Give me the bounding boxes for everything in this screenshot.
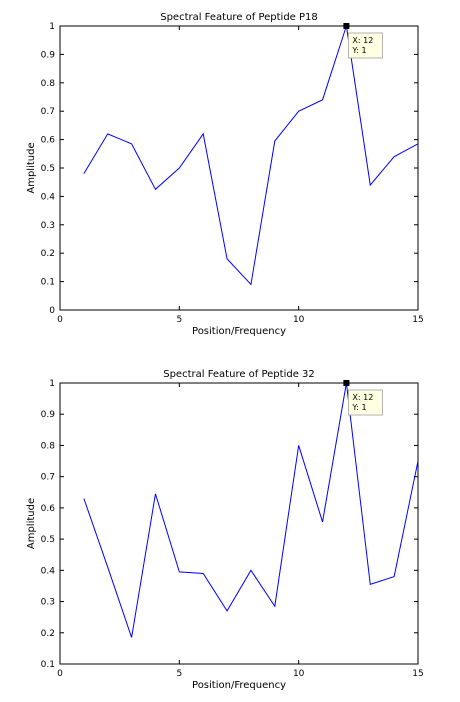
chart1-y-tick-label: 0.9	[41, 50, 56, 60]
chart1-y-tick-label: 0.2	[41, 249, 55, 259]
chart2-datatip-marker	[343, 380, 350, 386]
chart2-series-line-1	[83, 382, 419, 638]
chart1-y-tick-label: 0.8	[41, 79, 56, 89]
chart1-y-tick-label: 1	[49, 22, 55, 32]
chart2-y-tick-label: 0.6	[41, 504, 56, 514]
chart1-x-tick-label: 5	[176, 315, 182, 325]
chart1-datatip-marker	[343, 23, 350, 29]
chart2-y-tick-label: 0.7	[41, 473, 55, 483]
chart2-title: Spectral Feature of Peptide 32	[163, 369, 315, 380]
chart1-x-tick-label: 0	[57, 315, 63, 325]
chart2-y-tick-label: 0.1	[41, 660, 55, 670]
chart2-datatip-box	[347, 389, 383, 416]
chart1-datatip-y: Y: 1	[351, 46, 366, 55]
chart1-x-tick-label: 10	[293, 315, 305, 325]
chart2-y-tick-label: 0.3	[41, 598, 55, 608]
chart2-x-tick-label: 5	[176, 669, 182, 679]
chart1-datatip-box	[347, 32, 383, 59]
chart1-y-tick-label: 0.3	[41, 221, 55, 231]
chart1-x-tick-label: 15	[412, 315, 423, 325]
chart2-x-tick-label: 0	[57, 669, 63, 679]
chart1-plot-area	[59, 25, 419, 311]
chart2-y-tick-label: 1	[49, 379, 55, 389]
chart1-y-tick-label: 0.1	[41, 278, 55, 288]
chart2-datatip-y: Y: 1	[351, 403, 366, 412]
chart1-y-tick-label: 0.7	[41, 107, 55, 117]
chart2-y-tick-label: 0.4	[41, 566, 56, 576]
chart2-x-tick-label: 10	[293, 669, 305, 679]
chart2-plot-area	[59, 382, 419, 665]
chart1-series-line-1	[83, 25, 419, 286]
chart1-title: Spectral Feature of Peptide P18	[160, 12, 318, 23]
chart1-y-tick-label: 0.5	[41, 164, 55, 174]
chart2-y-tick-label: 0.9	[41, 410, 56, 420]
chart1-datatip-x: X: 12	[352, 36, 373, 45]
chart2-y-axis-label: Amplitude	[26, 498, 37, 549]
chart2-y-tick-label: 0.2	[41, 629, 55, 639]
chart2-y-tick-label: 0.8	[41, 441, 56, 451]
chart1-y-tick-label: 0.6	[41, 136, 56, 146]
chart1-x-axis-label: Position/Frequency	[192, 326, 286, 337]
chart1-y-tick-label: 0	[49, 306, 55, 316]
chart2-datatip-x: X: 12	[352, 393, 373, 402]
chart2-x-axis-label: Position/Frequency	[192, 680, 286, 691]
chart1-y-tick-label: 0.4	[41, 192, 56, 202]
chart2-x-tick-label: 15	[412, 669, 423, 679]
chart1-y-axis-label: Amplitude	[26, 142, 37, 193]
chart2-y-tick-label: 0.5	[41, 535, 55, 545]
